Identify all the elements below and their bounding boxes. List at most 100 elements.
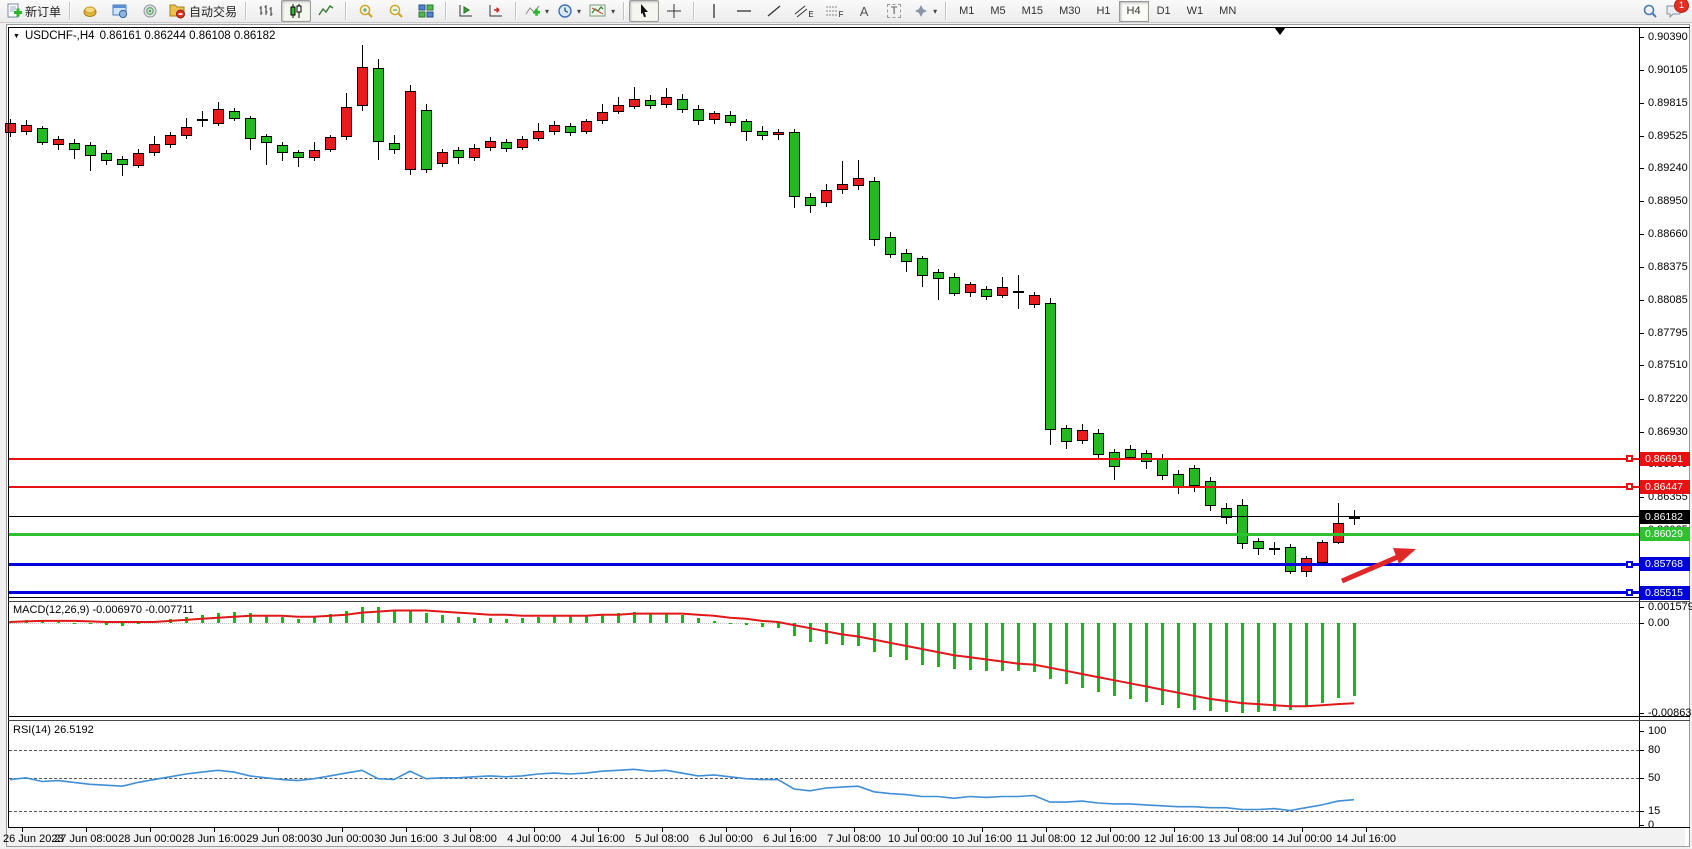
text-label-tool-button[interactable]: T (879, 0, 909, 22)
price-tick-label: 0.87220 (1648, 392, 1688, 405)
candle (549, 124, 560, 132)
timeframe-mn[interactable]: MN (1219, 5, 1237, 17)
horizontal-line-0.86182[interactable] (9, 516, 1639, 518)
candle-wick (842, 161, 843, 195)
horizontal-line-0.86447[interactable] (9, 485, 1639, 488)
macd-histogram-bar (505, 618, 508, 623)
auto-scroll-button[interactable] (451, 0, 481, 22)
time-tick-label: 12 Jul 00:00 (1080, 833, 1140, 845)
timeframe-h4[interactable]: H4 (1118, 0, 1149, 22)
chart-shift-icon (489, 5, 503, 17)
chart-title: ▼ USDCHF-,H4 0.86161 0.86244 0.86108 0.8… (13, 30, 275, 42)
macd-rsi-splitter-bottom (8, 720, 1690, 721)
collapse-triangle-icon[interactable]: ▼ (13, 32, 20, 40)
time-tick-mark (1046, 828, 1047, 832)
macd-histogram-bar (553, 615, 556, 623)
data-window-button[interactable] (105, 0, 135, 22)
indicators-button[interactable]: ▾ (521, 0, 553, 22)
macd-histogram-bar (329, 613, 332, 623)
fibonacci-tool-button[interactable]: F (819, 0, 849, 22)
time-tick-label: 28 Jun 00:00 (118, 833, 182, 845)
time-tick-label: 14 Jul 00:00 (1272, 833, 1332, 845)
price-tick-label: 0.87795 (1648, 326, 1688, 339)
notifications-button[interactable]: 1 (1665, 0, 1689, 20)
candle (933, 271, 944, 279)
toolbar-separator (623, 2, 626, 20)
rsi-level-line-80 (9, 749, 1639, 751)
timeframe-m15[interactable]: M15 (1021, 5, 1044, 17)
macd-histogram-bar (1001, 623, 1004, 671)
tile-windows-button[interactable] (411, 0, 441, 22)
horizontal-line-tool-button[interactable] (729, 0, 759, 22)
price-tick-mark (1640, 69, 1644, 71)
timeframe-w1[interactable]: W1 (1186, 5, 1204, 17)
macd-histogram-bar (1017, 623, 1020, 671)
candle (917, 258, 928, 277)
macd-histogram-bar (1289, 623, 1292, 711)
horizontal-line-0.86691[interactable] (9, 457, 1639, 460)
macd-tick-label: -0.008633 (1648, 706, 1692, 719)
horizontal-line-0.85515[interactable] (9, 591, 1639, 595)
vertical-line-tool-button[interactable] (699, 0, 729, 22)
zoom-in-button[interactable] (351, 0, 381, 22)
macd-histogram-bar (681, 614, 684, 623)
chart-shift-marker[interactable] (1274, 27, 1286, 35)
periods-button[interactable]: ▾ (553, 0, 585, 22)
price-tick-mark (1640, 37, 1644, 38)
search-icon[interactable] (1641, 3, 1659, 20)
candle (261, 136, 272, 143)
candle (197, 119, 208, 122)
chart-shift-button[interactable] (481, 0, 511, 22)
macd-tick-mark (1640, 623, 1644, 624)
price-line-label: 0.86447 (1640, 479, 1690, 494)
price-tick-mark (1640, 299, 1644, 301)
price-tick-label: 0.89240 (1648, 162, 1688, 175)
candle (1237, 504, 1248, 545)
horizontal-line-0.86029[interactable] (9, 532, 1639, 536)
hline-handle[interactable] (1626, 483, 1633, 491)
candlestick-mode-button[interactable] (281, 0, 312, 22)
macd-histogram-bar (953, 623, 956, 669)
candle (997, 286, 1008, 296)
hline-handle[interactable] (1626, 455, 1633, 463)
price-tick-label: 0.88375 (1648, 260, 1688, 273)
cursor-tool-button[interactable] (629, 0, 660, 22)
new-order-label: 新订单 (25, 4, 62, 19)
new-order-button[interactable]: 新订单 (2, 0, 65, 22)
trendline-tool-button[interactable] (759, 0, 789, 22)
channel-tool-button[interactable]: E (789, 0, 819, 22)
candle (581, 121, 592, 132)
bar-chart-mode-button[interactable] (251, 0, 281, 22)
crosshair-icon (667, 4, 682, 18)
crosshair-tool-button[interactable] (659, 0, 689, 22)
timeframe-m5[interactable]: M5 (990, 5, 1006, 17)
candle (869, 180, 880, 240)
time-tick-label: 6 Jul 00:00 (699, 833, 753, 845)
timeframe-m30[interactable]: M30 (1059, 5, 1081, 17)
zoom-out-button[interactable] (381, 0, 411, 22)
timeframe-d1[interactable]: D1 (1156, 5, 1171, 17)
market-watch-button[interactable] (75, 0, 105, 22)
arrows-tool-button[interactable]: ▾ (909, 0, 941, 22)
chart-window[interactable] (6, 24, 1690, 847)
templates-button[interactable]: ▾ (585, 0, 619, 22)
hline-handle[interactable] (1626, 589, 1633, 597)
toolbar-separator (69, 2, 72, 20)
candle (645, 99, 656, 107)
timeframe-m1[interactable]: M1 (959, 5, 975, 17)
horizontal-line-0.85768[interactable] (9, 562, 1639, 566)
candle (469, 147, 480, 158)
candle-wick (266, 133, 267, 165)
timeframe-h1[interactable]: H1 (1096, 5, 1111, 17)
text-tool-button[interactable]: A (849, 0, 879, 22)
macd-tick-label: 0.001579 (1648, 600, 1692, 613)
templates-icon (589, 4, 606, 17)
hline-handle[interactable] (1626, 560, 1633, 568)
candle (293, 152, 304, 158)
line-chart-mode-button[interactable] (311, 0, 341, 22)
macd-histogram-bar (185, 616, 188, 623)
time-tick-label: 4 Jul 16:00 (571, 833, 625, 845)
navigator-button[interactable] (135, 0, 165, 22)
rsi-label: RSI(14) 26.5192 (13, 724, 94, 736)
autotrade-button[interactable]: 自动交易 (165, 0, 241, 22)
